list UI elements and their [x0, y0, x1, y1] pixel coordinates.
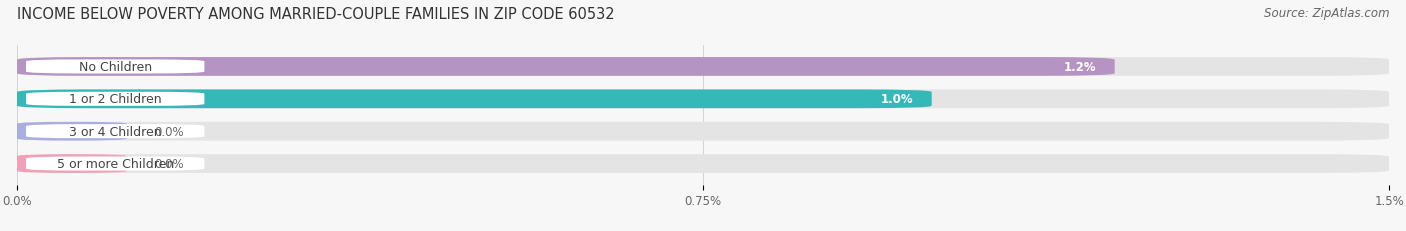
FancyBboxPatch shape	[17, 122, 127, 141]
FancyBboxPatch shape	[27, 92, 204, 106]
Text: 5 or more Children: 5 or more Children	[56, 157, 174, 170]
FancyBboxPatch shape	[17, 58, 1389, 76]
Text: 3 or 4 Children: 3 or 4 Children	[69, 125, 162, 138]
Text: No Children: No Children	[79, 61, 152, 74]
Text: 1.2%: 1.2%	[1064, 61, 1097, 74]
Text: 1.0%: 1.0%	[880, 93, 914, 106]
Text: Source: ZipAtlas.com: Source: ZipAtlas.com	[1264, 7, 1389, 20]
FancyBboxPatch shape	[17, 90, 932, 109]
Text: INCOME BELOW POVERTY AMONG MARRIED-COUPLE FAMILIES IN ZIP CODE 60532: INCOME BELOW POVERTY AMONG MARRIED-COUPL…	[17, 7, 614, 22]
FancyBboxPatch shape	[17, 155, 1389, 173]
Text: 0.0%: 0.0%	[155, 125, 184, 138]
FancyBboxPatch shape	[17, 58, 1115, 76]
FancyBboxPatch shape	[17, 90, 1389, 109]
Text: 0.0%: 0.0%	[155, 157, 184, 170]
FancyBboxPatch shape	[17, 155, 127, 173]
FancyBboxPatch shape	[27, 60, 204, 74]
FancyBboxPatch shape	[27, 125, 204, 139]
Text: 1 or 2 Children: 1 or 2 Children	[69, 93, 162, 106]
FancyBboxPatch shape	[17, 122, 1389, 141]
FancyBboxPatch shape	[27, 157, 204, 171]
